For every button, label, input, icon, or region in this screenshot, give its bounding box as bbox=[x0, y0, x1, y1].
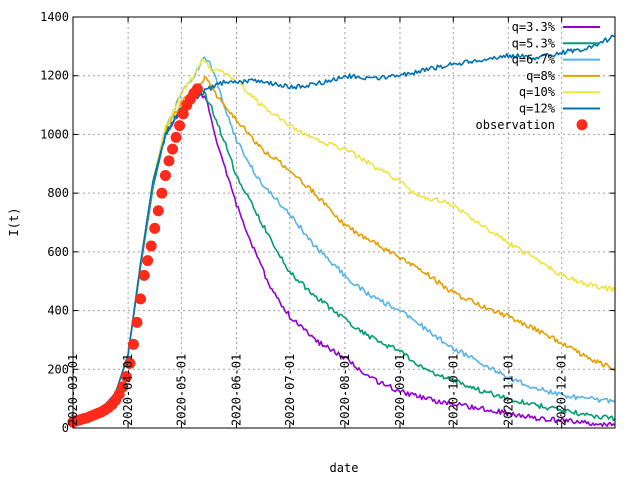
observation-point bbox=[174, 120, 186, 132]
series-line-q=12% bbox=[72, 34, 616, 422]
observation-point bbox=[131, 316, 143, 328]
x-tick-label: 2020-04-01 bbox=[121, 354, 135, 426]
plot-frame bbox=[72, 16, 616, 429]
observation-point bbox=[163, 155, 175, 167]
series-group bbox=[67, 34, 616, 428]
axis-ticks: 0 200 400 600 800 1000 1200 1400 2020-03-01 2020-… bbox=[40, 10, 615, 435]
x-tick-label: 2020-06-01 bbox=[229, 354, 243, 426]
y-tick-label: 1400 bbox=[40, 10, 69, 24]
observation-point bbox=[156, 187, 168, 199]
y-tick-label: 400 bbox=[47, 304, 69, 318]
series-line-q=10% bbox=[72, 57, 616, 422]
x-tick-label: 2020-12-01 bbox=[555, 354, 569, 426]
x-tick-label: 2020-08-01 bbox=[338, 354, 352, 426]
observation-point bbox=[170, 131, 182, 143]
y-tick-label: 600 bbox=[47, 245, 69, 259]
y-tick-label: 1200 bbox=[40, 69, 69, 83]
x-tick-label: 2020-03-01 bbox=[66, 354, 80, 426]
observation-point bbox=[152, 205, 164, 217]
x-tick-label: 2020-11-01 bbox=[501, 354, 515, 426]
legend-label: q=8% bbox=[526, 69, 556, 83]
legend-label: q=5.3% bbox=[512, 36, 556, 50]
x-tick-label: 2020-09-01 bbox=[393, 354, 407, 426]
observation-point bbox=[135, 293, 147, 305]
x-tick-label: 2020-10-01 bbox=[446, 354, 460, 426]
observation-point bbox=[120, 371, 132, 383]
y-tick-label: 200 bbox=[47, 362, 69, 376]
observation-point bbox=[124, 357, 136, 369]
observation-point bbox=[127, 338, 139, 350]
observation-point bbox=[138, 269, 150, 281]
legend-label: q=3.3% bbox=[512, 20, 556, 34]
observation-point bbox=[191, 83, 203, 95]
legend-label: q=6.7% bbox=[512, 53, 556, 67]
legend-label: observation bbox=[476, 118, 555, 132]
x-tick-label: 2020-05-01 bbox=[174, 354, 188, 426]
observation-point bbox=[145, 240, 157, 252]
legend-swatch-point bbox=[576, 119, 588, 131]
observation-point bbox=[142, 255, 154, 267]
y-axis-label: I(t) bbox=[7, 208, 21, 237]
legend-label: q=10% bbox=[519, 85, 556, 99]
observation-point bbox=[167, 143, 179, 155]
y-tick-label: 1000 bbox=[40, 127, 69, 141]
legend: q=3.3% q=5.3% q=6.7% q=8% q=10% q=12% observat… bbox=[476, 20, 600, 132]
legend-label: q=12% bbox=[519, 102, 556, 116]
observation-point bbox=[159, 170, 171, 182]
observation-point bbox=[117, 381, 129, 393]
y-tick-label: 0 bbox=[62, 421, 69, 435]
observation-point bbox=[177, 108, 189, 120]
y-tick-label: 800 bbox=[47, 186, 69, 200]
x-axis-label: date bbox=[330, 461, 359, 475]
x-tick-label: 2020-07-01 bbox=[283, 354, 297, 426]
observation-point bbox=[149, 222, 161, 234]
